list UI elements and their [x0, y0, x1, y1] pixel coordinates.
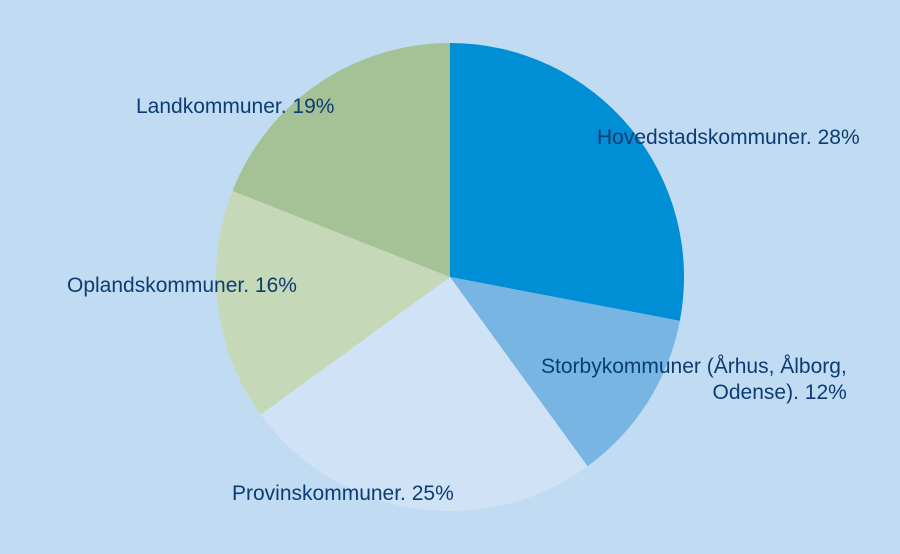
pie-slice-provinskommuner — [260, 277, 588, 511]
pie-slice-oplandskommuner — [215, 190, 450, 415]
slice-label-storbykommuner-line-2: Odense). 12% — [712, 381, 847, 404]
slice-label-provinskommuner: Provinskommuner. 25% — [232, 482, 454, 505]
pie-slice-landkommuner — [232, 43, 450, 277]
pie-slice-storbykommuner — [450, 277, 680, 467]
slice-label-storbykommuner: Storbykommuner (Århus, Ålborg, Odense). … — [541, 354, 847, 406]
slice-label-hovedstadskommuner: Hovedstadskommuner. 28% — [597, 126, 860, 149]
slice-label-storbykommuner-line-1: Storbykommuner (Århus, Ålborg, — [541, 355, 847, 378]
slice-label-landkommuner: Landkommuner. 19% — [136, 95, 335, 118]
slice-label-oplandskommuner: Oplandskommuner. 16% — [67, 274, 297, 297]
pie-slice-hovedstadskommuner — [450, 43, 685, 321]
